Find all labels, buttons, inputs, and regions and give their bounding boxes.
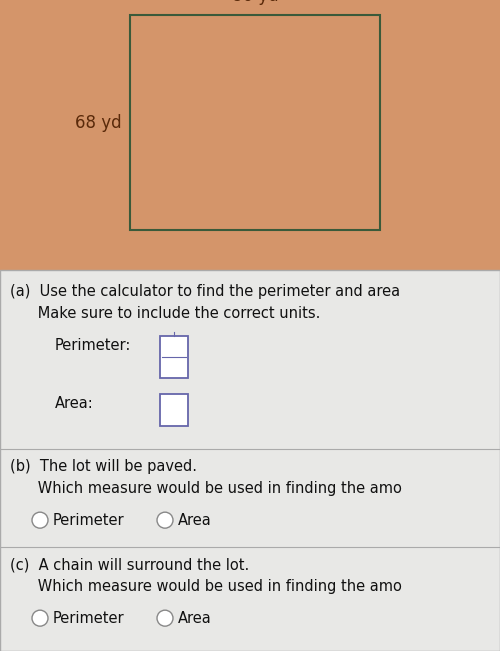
Text: Perimeter: Perimeter	[53, 611, 125, 626]
Bar	[160, 394, 188, 426]
Text: Area: Area	[178, 513, 212, 528]
Text: Perimeter:: Perimeter:	[55, 338, 132, 353]
Bar	[160, 336, 188, 378]
Text: 86 yd: 86 yd	[232, 0, 278, 5]
Text: (c)  A chain will surround the lot.: (c) A chain will surround the lot.	[10, 557, 249, 572]
Circle shape	[32, 610, 48, 626]
Text: (b)  The lot will be paved.: (b) The lot will be paved.	[10, 459, 197, 474]
Circle shape	[32, 512, 48, 528]
Text: Perimeter: Perimeter	[53, 513, 125, 528]
Bar	[0, 270, 500, 651]
Text: (a)  Use the calculator to find the perimeter and area: (a) Use the calculator to find the perim…	[10, 284, 400, 299]
Circle shape	[157, 610, 173, 626]
Circle shape	[157, 512, 173, 528]
Text: Which measure would be used in finding the amo: Which measure would be used in finding t…	[10, 481, 402, 496]
Bar	[130, 15, 380, 230]
Text: Area: Area	[178, 611, 212, 626]
Text: Make sure to include the correct units.: Make sure to include the correct units.	[10, 306, 320, 321]
Text: 68 yd: 68 yd	[76, 113, 122, 132]
Text: Which measure would be used in finding the amo: Which measure would be used in finding t…	[10, 579, 402, 594]
Text: Area:: Area:	[55, 396, 94, 411]
